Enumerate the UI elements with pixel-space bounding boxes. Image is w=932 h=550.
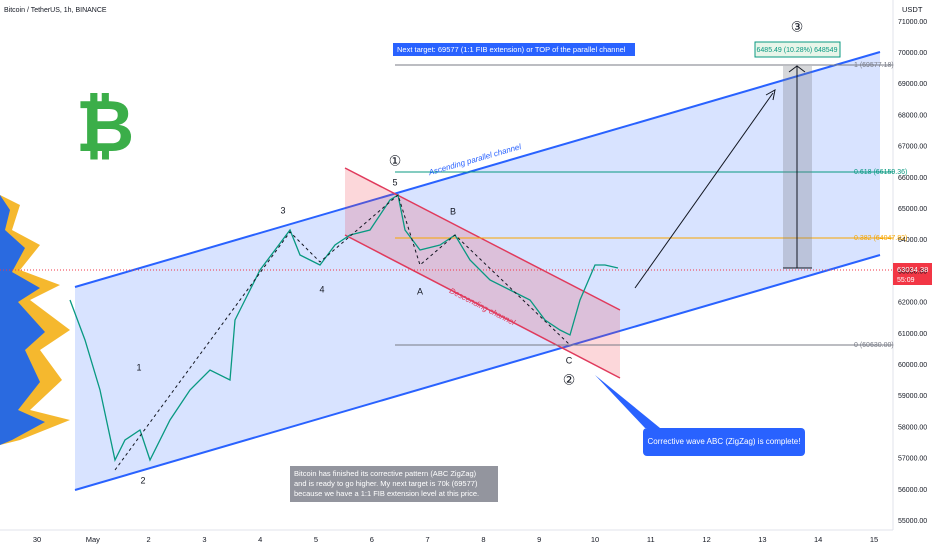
callout-pointer: [595, 375, 660, 428]
time-label: 30: [33, 535, 41, 544]
price-label: 63000.00: [898, 268, 927, 275]
symbol: Bitcoin / TetherUS, 1h, BINANCE: [4, 7, 107, 14]
arrow-head: [765, 89, 776, 101]
arrow: [634, 92, 774, 289]
price-label: 71000.00: [898, 19, 927, 26]
price-box: [893, 263, 932, 285]
ascending-channel: [75, 52, 880, 490]
time-label: 12: [702, 535, 710, 544]
wave-label: C: [566, 355, 573, 365]
desc-bottom: [344, 234, 621, 379]
target-text: Next target: 69577 (1:1 FIB extension) o…: [397, 45, 626, 54]
note-text: because we have a 1:1 FIB extension leve…: [294, 489, 479, 498]
wave-label: 2: [140, 475, 145, 485]
wave-label: A: [417, 286, 423, 296]
bitcoin-logo: ₿: [76, 87, 135, 167]
wave-label: 1: [136, 362, 141, 372]
fib-label: 0.618 (66159.36): [854, 169, 907, 176]
wave-path: [114, 194, 571, 471]
target-box: [393, 43, 635, 56]
callout-box: [643, 428, 805, 456]
time-label: 10: [591, 535, 599, 544]
price-label: 60000.00: [898, 362, 927, 369]
measure-text: 6485.49 (10.28%) 648549: [757, 47, 838, 54]
fib-label: 1 (69577.18): [854, 62, 894, 69]
channel-top: [74, 51, 881, 288]
price-label: 67000.00: [898, 144, 927, 151]
channel-bottom: [74, 254, 881, 491]
time-label: 7: [426, 535, 430, 544]
price-label: 65000.00: [898, 206, 927, 213]
time-label: 2: [147, 535, 151, 544]
measure-arrow: [788, 65, 806, 73]
wave-label: 4: [319, 284, 324, 294]
price-label: 57000.00: [898, 456, 927, 463]
price-label: 68000.00: [898, 112, 927, 119]
note-text: Bitcoin has finished its corrective patt…: [294, 469, 477, 478]
time-label: 3: [202, 535, 206, 544]
note-box: [290, 466, 498, 502]
fib-label: 0.382 (64047.82): [854, 235, 907, 242]
price-label: 61000.00: [898, 331, 927, 338]
wave-label: 3: [280, 205, 285, 215]
price-label: 56000.00: [898, 487, 927, 494]
price-label: 55000.00: [898, 518, 927, 525]
price-label: 69000.00: [898, 81, 927, 88]
time-label: 9: [537, 535, 541, 544]
price-label: 70000.00: [898, 50, 927, 57]
time-label: 15: [870, 535, 878, 544]
time-label: 13: [758, 535, 766, 544]
price-label: 66000.00: [898, 175, 927, 182]
time-label: 8: [481, 535, 485, 544]
time-label: 11: [647, 535, 655, 544]
time-label: 14: [814, 535, 822, 544]
wave-label: B: [450, 206, 456, 216]
price-label: 59000.00: [898, 393, 927, 400]
degree-label: ②: [563, 372, 576, 388]
note-text: and is ready to go higher. My next targe…: [294, 479, 478, 488]
countdown: 55:09: [897, 277, 915, 284]
price-label: 58000.00: [898, 424, 927, 431]
current-price: 63034.38: [897, 265, 928, 274]
degree-label: ③: [791, 19, 804, 35]
desc-top: [344, 167, 621, 311]
wave-label: 5: [392, 177, 397, 187]
degree-label: ①: [389, 153, 402, 169]
callout-text: Corrective wave ABC (ZigZag) is complete…: [648, 437, 801, 446]
price-path: [69, 193, 619, 462]
time-label: 4: [258, 535, 262, 544]
currency: USDT: [902, 5, 923, 14]
time-label: 6: [370, 535, 374, 544]
price-label: 62000.00: [898, 300, 927, 307]
fib-label: 0 (60630.00): [854, 342, 894, 349]
price-label: 64000.00: [898, 237, 927, 244]
volume-profile-down: [0, 195, 45, 445]
time-label: 5: [314, 535, 318, 544]
time-label: May: [86, 535, 100, 544]
measure-label-box: [754, 41, 841, 58]
